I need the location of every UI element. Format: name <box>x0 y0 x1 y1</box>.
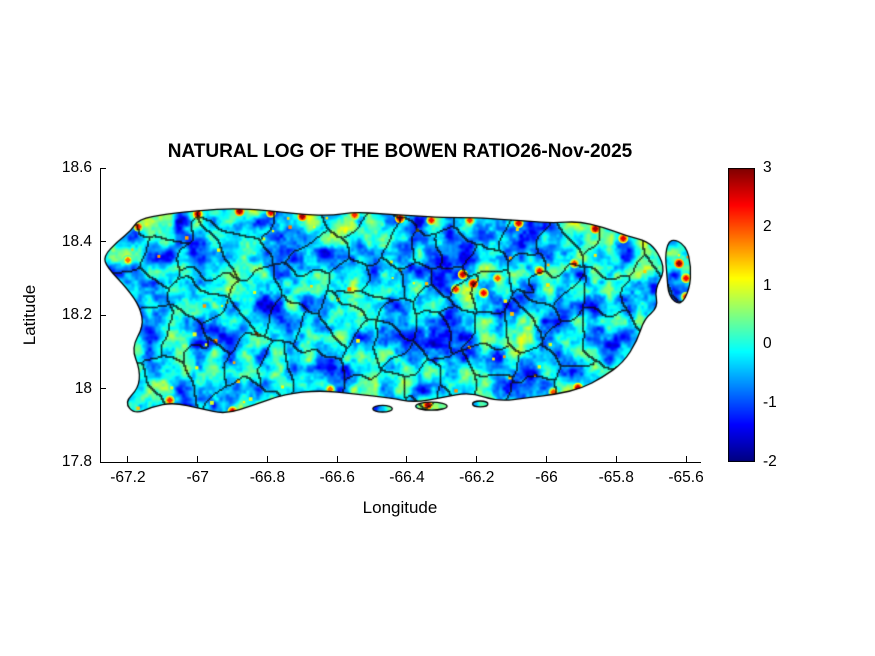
y-axis-label: Latitude <box>20 284 39 346</box>
colorbar-tick-label: 2 <box>763 217 772 235</box>
y-tick-label: 18.6 <box>61 159 92 176</box>
x-tick-mark <box>266 456 268 462</box>
map-canvas <box>100 168 700 462</box>
x-tick-label: -66.8 <box>249 469 286 486</box>
y-axis-line <box>100 168 101 463</box>
x-tick-mark <box>546 456 547 462</box>
x-tick-label: -65.6 <box>668 469 704 486</box>
x-tick-mark <box>615 456 617 462</box>
y-tick-label: 18 <box>74 379 92 397</box>
x-tick-label: -66.2 <box>459 469 495 486</box>
x-tick-mark <box>127 456 129 462</box>
y-tick-label: 18.2 <box>61 306 92 323</box>
colorbar-tick-label: 1 <box>763 276 772 294</box>
y-tick-mark <box>100 167 106 169</box>
y-tick-label: 17.8 <box>61 453 92 470</box>
y-tick-mark <box>100 314 106 316</box>
x-tick-mark <box>336 456 338 462</box>
chart-title: NATURAL LOG OF THE BOWEN RATIO26-Nov-202… <box>167 141 633 162</box>
colorbar-tick-label: -1 <box>763 394 777 412</box>
x-tick-label: -65.8 <box>598 469 634 486</box>
x-axis-label: Longitude <box>362 498 438 517</box>
x-tick-label: -66.6 <box>319 469 355 486</box>
x-tick-mark <box>685 456 687 462</box>
y-tick-mark <box>100 241 106 242</box>
x-tick-label: -67.2 <box>110 469 146 486</box>
x-tick-label: -66.4 <box>389 469 425 486</box>
x-tick-mark <box>406 456 408 462</box>
y-tick-mark <box>100 388 106 389</box>
y-tick-mark <box>100 461 106 463</box>
colorbar-tick-label: -2 <box>763 453 777 470</box>
colorbar-tick-label: 0 <box>763 335 772 353</box>
colorbar-tick-label: 3 <box>763 159 772 176</box>
x-axis-line <box>100 462 701 463</box>
y-tick-label: 18.4 <box>61 232 92 250</box>
colorbar <box>728 168 755 462</box>
x-tick-mark <box>476 456 478 462</box>
x-tick-label: -67 <box>186 469 209 486</box>
x-tick-mark <box>197 456 199 462</box>
x-tick-label: -66 <box>535 469 558 486</box>
